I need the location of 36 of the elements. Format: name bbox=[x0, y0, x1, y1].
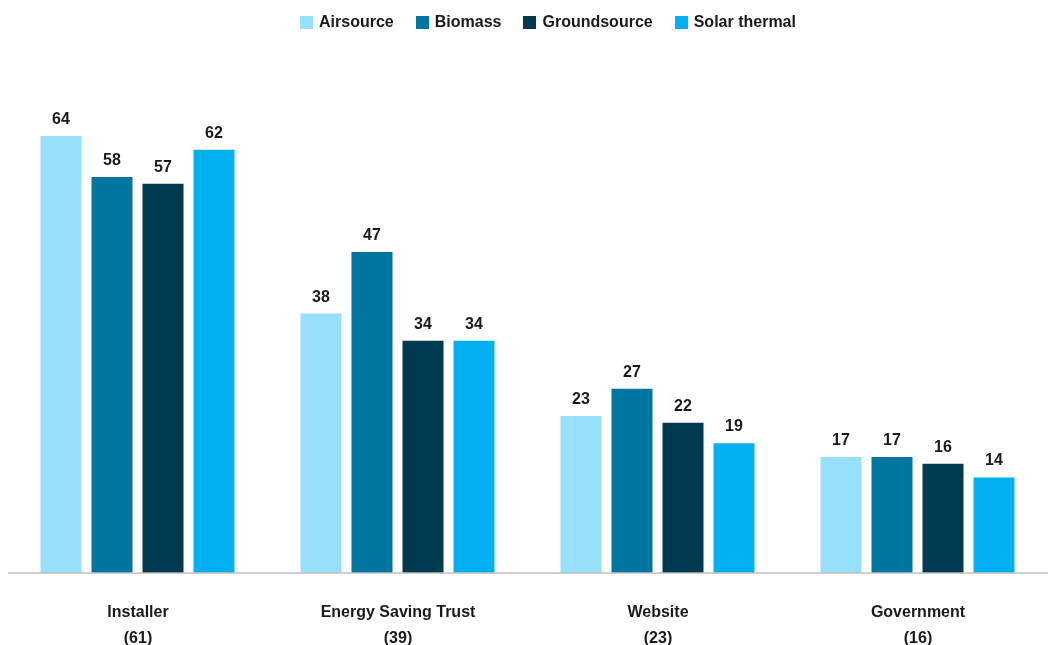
data-label: 58 bbox=[103, 150, 121, 168]
bar bbox=[453, 340, 495, 573]
bar bbox=[560, 415, 602, 573]
legend-label: Biomass bbox=[434, 13, 502, 31]
data-label: 34 bbox=[465, 314, 483, 332]
legend-label: Solar thermal bbox=[693, 13, 796, 31]
data-label: 62 bbox=[205, 123, 223, 141]
data-label: 47 bbox=[363, 226, 381, 244]
data-label: 27 bbox=[623, 362, 641, 380]
bar bbox=[91, 176, 133, 573]
data-label: 16 bbox=[934, 437, 952, 455]
data-label: 19 bbox=[725, 417, 743, 435]
bar bbox=[611, 388, 653, 573]
bar bbox=[40, 136, 82, 573]
data-label: 38 bbox=[312, 287, 330, 305]
data-label: 14 bbox=[985, 451, 1003, 469]
bar bbox=[973, 477, 1015, 573]
data-label: 34 bbox=[414, 314, 432, 332]
bar bbox=[713, 443, 755, 573]
bar bbox=[922, 463, 964, 573]
data-label: 64 bbox=[52, 110, 70, 127]
bar bbox=[142, 183, 184, 573]
bar bbox=[662, 422, 704, 573]
bar bbox=[193, 149, 235, 573]
bar bbox=[300, 313, 342, 573]
bar bbox=[820, 456, 862, 573]
bar bbox=[871, 456, 913, 573]
data-label: 17 bbox=[883, 430, 901, 448]
data-label: 57 bbox=[154, 157, 172, 175]
bar bbox=[402, 340, 444, 573]
data-label: 22 bbox=[674, 396, 692, 414]
legend-label: Airsource bbox=[319, 13, 394, 31]
legend-label: Groundsource bbox=[542, 13, 653, 31]
data-label: 23 bbox=[572, 389, 590, 407]
data-label: 17 bbox=[832, 430, 850, 448]
bar bbox=[351, 252, 393, 573]
